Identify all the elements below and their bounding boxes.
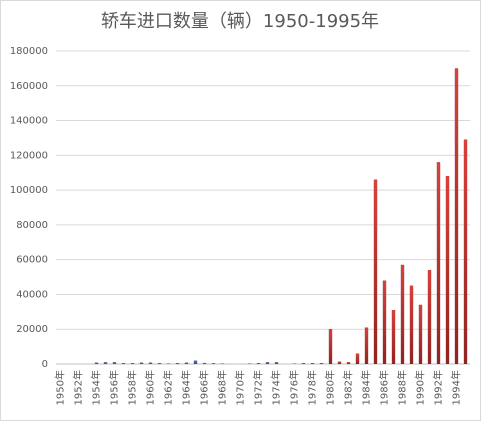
y-tick-label: 0 xyxy=(42,359,48,370)
bar xyxy=(391,310,396,364)
bar xyxy=(94,362,99,364)
bar xyxy=(454,68,459,364)
x-tick-label: 1984年 xyxy=(360,370,373,405)
bar xyxy=(193,360,198,364)
bar xyxy=(211,363,216,364)
x-tick-label: 1970年 xyxy=(234,370,247,405)
bar xyxy=(121,363,126,364)
y-tick-label: 160000 xyxy=(10,81,48,92)
bar xyxy=(130,363,135,364)
bar xyxy=(364,327,369,364)
x-tick-label: 1982年 xyxy=(342,370,355,405)
x-tick-label: 1980年 xyxy=(324,370,337,405)
bar xyxy=(436,162,441,364)
x-tick-label: 1966年 xyxy=(198,370,211,405)
bar xyxy=(463,139,468,364)
x-tick-label: 1978年 xyxy=(306,370,319,405)
x-tick-label: 1950年 xyxy=(54,370,67,405)
x-tick-label: 1986年 xyxy=(378,370,391,405)
x-tick-label: 1952年 xyxy=(72,370,85,405)
bar xyxy=(139,362,144,364)
chart-title: 轿车进口数量（辆）1950-1995年 xyxy=(101,11,379,32)
x-tick-label: 1958年 xyxy=(126,370,139,405)
x-tick-label: 1994年 xyxy=(450,370,463,405)
bar xyxy=(328,329,333,364)
bar xyxy=(256,363,261,364)
bar xyxy=(418,304,423,364)
x-tick-label: 1976年 xyxy=(288,370,301,405)
bar xyxy=(427,270,432,364)
bar xyxy=(265,362,270,364)
bar xyxy=(220,363,225,364)
x-tick-label: 1964年 xyxy=(180,370,193,405)
x-tick-label: 1990年 xyxy=(414,370,427,405)
y-tick-label: 80000 xyxy=(16,220,48,231)
x-tick-label: 1972年 xyxy=(252,370,265,405)
x-tick-label: 1956年 xyxy=(108,370,121,405)
bar xyxy=(346,362,351,364)
y-tick-label: 180000 xyxy=(10,46,48,57)
x-tick-label: 1962年 xyxy=(162,370,175,405)
bar xyxy=(355,353,360,364)
bar xyxy=(310,363,315,364)
bar xyxy=(166,363,171,364)
y-tick-label: 100000 xyxy=(10,185,48,196)
x-tick-label: 1968年 xyxy=(216,370,229,405)
bar xyxy=(202,362,207,364)
y-tick-label: 40000 xyxy=(16,289,48,300)
bar xyxy=(103,362,108,364)
bar xyxy=(400,264,405,364)
bar xyxy=(382,280,387,364)
bar xyxy=(319,363,324,364)
bar xyxy=(112,362,117,364)
y-tick-label: 120000 xyxy=(10,150,48,161)
x-tick-label: 1974年 xyxy=(270,370,283,405)
bar xyxy=(445,176,450,364)
bar xyxy=(148,362,153,364)
bar xyxy=(301,363,306,364)
y-tick-label: 140000 xyxy=(10,116,48,127)
x-tick-label: 1960年 xyxy=(144,370,157,405)
y-tick-label: 60000 xyxy=(16,255,48,266)
y-tick-label: 20000 xyxy=(16,324,48,335)
bar xyxy=(175,363,180,364)
bar xyxy=(247,363,252,364)
bar xyxy=(373,179,378,364)
bar xyxy=(184,362,189,364)
x-tick-label: 1992年 xyxy=(432,370,445,405)
bar xyxy=(409,285,414,364)
bar xyxy=(274,362,279,364)
bar xyxy=(337,361,342,364)
x-tick-label: 1988年 xyxy=(396,370,409,405)
x-tick-label: 1954年 xyxy=(90,370,103,405)
bar xyxy=(157,363,162,364)
